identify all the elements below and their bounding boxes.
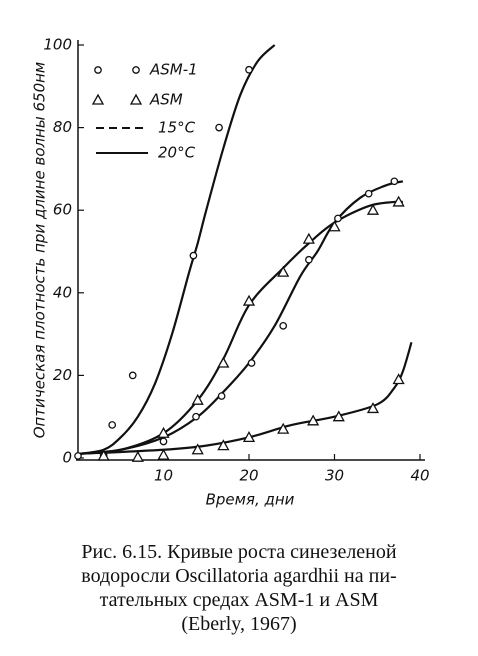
- growth-curve: [77, 180, 404, 455]
- y-tick-label: 40: [53, 283, 72, 301]
- triangle-marker: [302, 232, 315, 244]
- legend-marker: [91, 93, 105, 105]
- y-tick-label: 80: [53, 118, 72, 136]
- growth-curve: [77, 44, 276, 455]
- circle-marker: [390, 177, 399, 186]
- caption-line: тательных средах ASM-1 и ASM: [99, 589, 379, 611]
- legend-label: ASM-1: [149, 61, 198, 79]
- triangle-marker: [392, 373, 405, 385]
- triangle-marker: [277, 265, 290, 277]
- growth-curve: [77, 200, 403, 455]
- legend-label: 15°C: [158, 119, 196, 137]
- triangle-marker: [217, 356, 230, 368]
- triangle-marker: [157, 448, 170, 460]
- circle-marker: [217, 392, 226, 400]
- triangle-marker: [191, 443, 204, 455]
- circle-marker: [108, 421, 117, 429]
- circle-marker: [364, 189, 373, 198]
- caption: Рис. 6.15. Кривые роста синезеленой водор…: [0, 540, 478, 636]
- circle-marker: [189, 251, 198, 260]
- circle-marker: [74, 452, 82, 460]
- caption-line: водоросли Oscillatoria agardhii на пи-: [81, 565, 397, 587]
- triangle-marker: [392, 195, 405, 207]
- y-tick-label: 0: [62, 449, 72, 467]
- y-tick-label: 20: [53, 366, 72, 384]
- chart: Оптическая плотность при длине волны 650…: [31, 36, 430, 509]
- legend-marker: [132, 66, 140, 74]
- triangle-marker: [366, 402, 380, 414]
- triangle-marker: [328, 220, 341, 232]
- circle-marker: [304, 255, 313, 264]
- circle-marker: [192, 412, 200, 421]
- caption-line: Рис. 6.15. Кривые роста синезеленой: [81, 541, 397, 563]
- x-tick-label: 40: [410, 467, 429, 485]
- triangle-marker: [97, 449, 110, 461]
- circle-marker: [128, 371, 137, 380]
- triangle-marker: [217, 439, 230, 451]
- triangle-marker: [131, 450, 144, 462]
- legend-label: ASM: [149, 91, 183, 109]
- triangle-marker: [332, 410, 345, 422]
- triangle-marker: [366, 203, 380, 215]
- circle-marker: [215, 123, 223, 132]
- circle-marker: [245, 65, 253, 74]
- triangle-marker: [191, 393, 204, 405]
- circle-marker: [159, 437, 168, 446]
- circle-marker: [334, 214, 342, 223]
- x-axis-label: Время, дни: [206, 491, 295, 509]
- triangle-marker: [307, 414, 320, 426]
- triangle-marker: [242, 294, 256, 306]
- triangle-marker: [157, 426, 170, 438]
- legend-label: 20°C: [158, 144, 196, 162]
- legend-marker: [94, 66, 102, 74]
- caption-line: (Eberly, 1967): [181, 613, 297, 635]
- x-tick-label: 30: [325, 467, 344, 485]
- y-tick-label: 60: [53, 201, 72, 219]
- x-tick-label: 20: [239, 467, 258, 485]
- y-tick-label: 100: [43, 36, 72, 54]
- growth-curve: [77, 342, 413, 455]
- legend-marker: [129, 93, 143, 105]
- triangle-marker: [277, 422, 290, 434]
- circle-marker: [279, 321, 288, 330]
- y-axis-label: Оптическая плотность при длине волны 650…: [31, 62, 49, 439]
- x-tick-label: 10: [154, 467, 173, 485]
- circle-marker: [247, 359, 256, 367]
- triangle-marker: [242, 431, 256, 442]
